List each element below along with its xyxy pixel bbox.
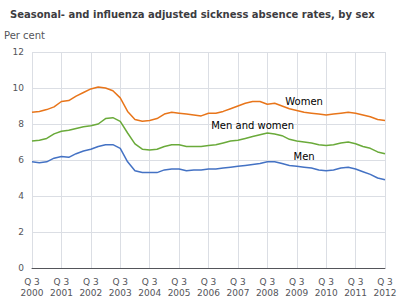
svg-text:2: 2 [18, 227, 24, 237]
svg-text:10: 10 [13, 83, 25, 93]
svg-text:2007: 2007 [226, 288, 249, 298]
svg-text:0: 0 [18, 263, 24, 273]
svg-text:Seasonal- and influenza adjust: Seasonal- and influenza adjusted sicknes… [10, 9, 375, 20]
svg-text:Q 3: Q 3 [377, 277, 393, 287]
svg-text:Per cent: Per cent [4, 30, 45, 41]
svg-text:Q 3: Q 3 [289, 277, 305, 287]
svg-text:Q 3: Q 3 [318, 277, 334, 287]
svg-text:2003: 2003 [109, 288, 132, 298]
svg-text:Q 3: Q 3 [112, 277, 128, 287]
svg-text:Q 3: Q 3 [83, 277, 99, 287]
svg-text:6: 6 [18, 155, 24, 165]
svg-text:Q 3: Q 3 [171, 277, 187, 287]
svg-text:2008: 2008 [256, 288, 279, 298]
svg-text:2009: 2009 [285, 288, 308, 298]
svg-text:Q 3: Q 3 [259, 277, 275, 287]
svg-text:Q 3: Q 3 [230, 277, 246, 287]
svg-text:Men and women: Men and women [211, 120, 294, 131]
svg-text:2005: 2005 [168, 288, 191, 298]
svg-text:Women: Women [285, 96, 323, 107]
svg-text:12: 12 [13, 47, 24, 57]
svg-text:Q 3: Q 3 [54, 277, 70, 287]
svg-text:8: 8 [18, 119, 24, 129]
svg-text:4: 4 [18, 191, 24, 201]
svg-text:2004: 2004 [138, 288, 161, 298]
svg-text:Q 3: Q 3 [201, 277, 217, 287]
svg-text:2006: 2006 [197, 288, 220, 298]
svg-text:2000: 2000 [21, 288, 44, 298]
svg-text:Q 3: Q 3 [24, 277, 40, 287]
svg-text:2002: 2002 [79, 288, 102, 298]
svg-text:2001: 2001 [50, 288, 73, 298]
svg-text:Q 3: Q 3 [142, 277, 158, 287]
svg-text:2012: 2012 [374, 288, 397, 298]
svg-text:2011: 2011 [344, 288, 367, 298]
svg-text:Men: Men [294, 151, 315, 162]
svg-text:2010: 2010 [315, 288, 338, 298]
svg-text:Q 3: Q 3 [348, 277, 364, 287]
